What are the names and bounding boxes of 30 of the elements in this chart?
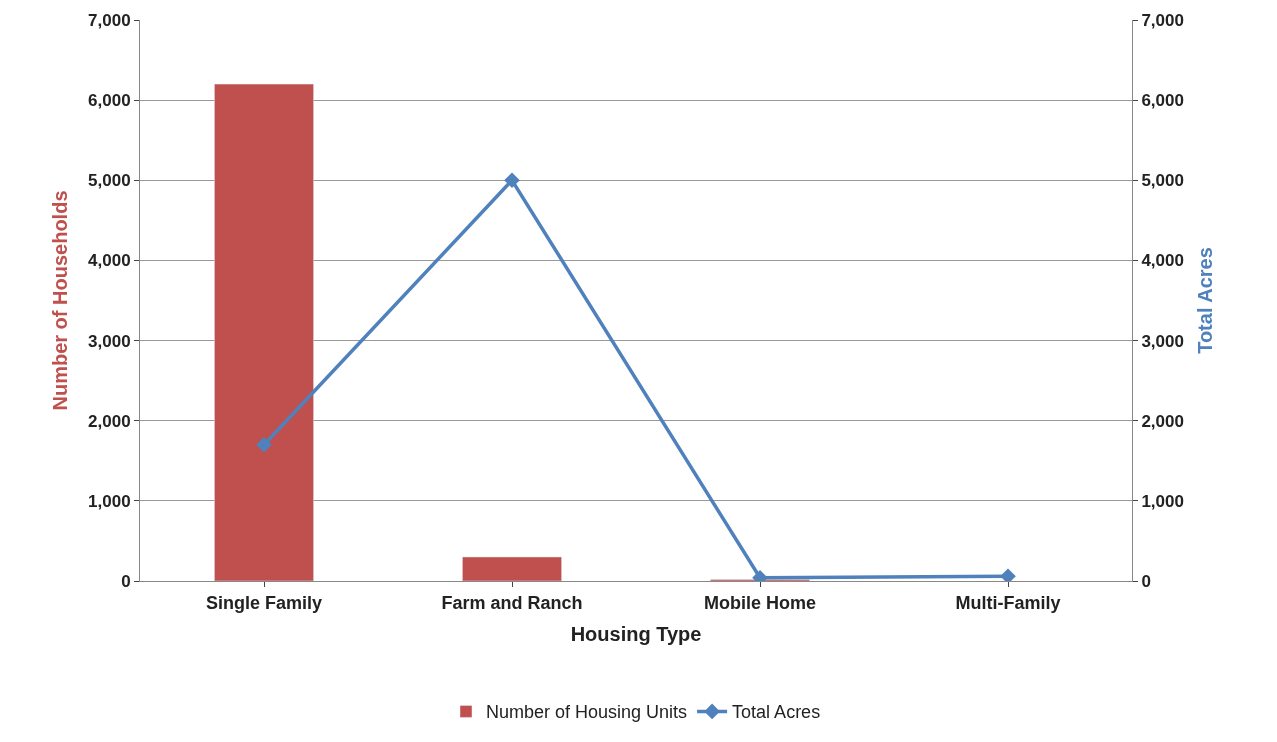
y2-axis-title: Total Acres <box>1194 247 1217 354</box>
x-tick-label: Farm and Ranch <box>441 592 583 613</box>
y-tick-label: 2,000 <box>88 411 131 431</box>
y2-tick-label: 0 <box>1141 571 1151 591</box>
bar <box>462 556 562 581</box>
legend-label: Total Acres <box>732 702 821 723</box>
y2-tick-label: 5,000 <box>1141 171 1184 191</box>
x-axis-title: Housing Type <box>570 623 702 646</box>
y-axis-title: Number of Households <box>48 190 71 411</box>
y-tick-label: 7,000 <box>88 10 131 30</box>
y-tick-label: 0 <box>121 571 131 591</box>
y-tick-label: 4,000 <box>88 251 131 271</box>
point <box>504 172 520 189</box>
y2-tick-label: 7,000 <box>1141 10 1184 30</box>
y2-tick-label: 6,000 <box>1141 91 1184 111</box>
legend-label: Number of Housing Units <box>486 702 688 723</box>
y-tick-label: 3,000 <box>88 331 131 351</box>
y2-tick-label: 3,000 <box>1141 331 1184 351</box>
y2-tick-label: 4,000 <box>1141 251 1184 271</box>
point <box>1000 568 1016 581</box>
y-tick-label: 6,000 <box>88 91 131 111</box>
y-tick-label: 5,000 <box>88 171 131 191</box>
x-tick-label: Single Family <box>205 592 323 613</box>
y2-tick-label: 2,000 <box>1141 411 1184 431</box>
point <box>256 436 272 453</box>
y2-tick-label: 1,000 <box>1141 491 1184 511</box>
x-tick-label: Multi-Family <box>955 592 1061 613</box>
x-tick-label: Mobile Home <box>703 592 817 613</box>
bar <box>214 83 314 581</box>
y-tick-label: 1,000 <box>88 491 131 511</box>
